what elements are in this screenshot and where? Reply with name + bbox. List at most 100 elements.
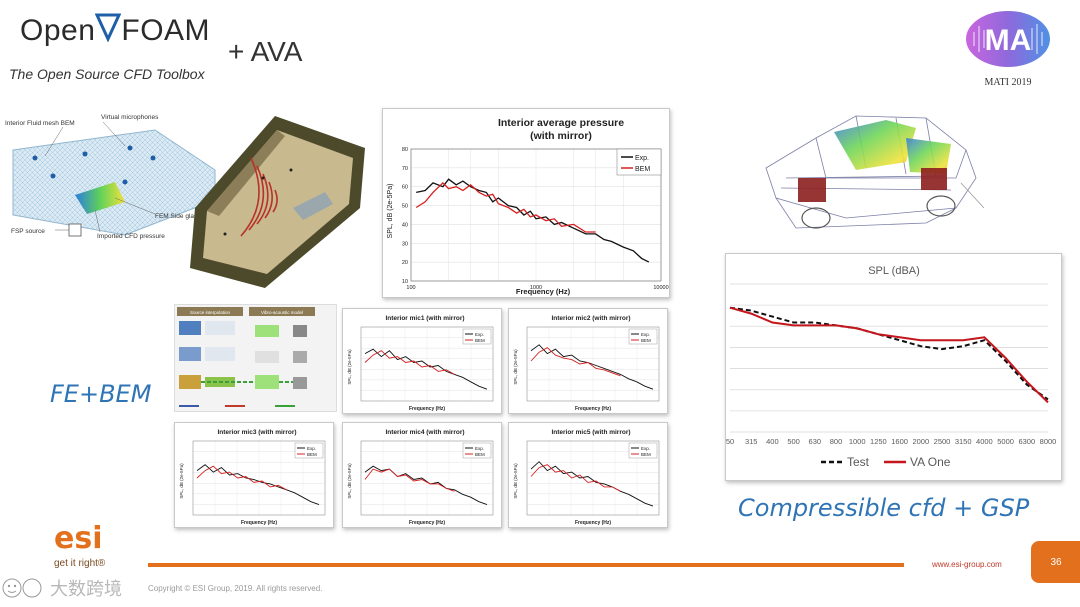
mic-legend-exp-label: Exp. xyxy=(475,332,484,337)
spl-series-vaone xyxy=(729,306,1049,404)
spl-xtick-label: 1600 xyxy=(891,437,908,446)
spl-xtick-label: 5000 xyxy=(997,437,1014,446)
spl-xtick-label: 4000 xyxy=(976,437,993,446)
nabla-icon xyxy=(95,13,122,43)
mic-series-exp xyxy=(364,465,488,506)
main-ytick-label: 40 xyxy=(402,222,408,228)
mic-plot-frame xyxy=(360,440,494,516)
main-series-exp xyxy=(416,178,650,263)
mic-chart-title: Interior mic1 (with mirror) xyxy=(385,315,464,322)
mesh-label-fluid: Interior Fluid mesh BEM xyxy=(5,120,75,127)
mic-chart-xlabel: Frequency (Hz) xyxy=(409,406,445,412)
mati-label: MATI 2019 xyxy=(984,77,1032,88)
main-series-bem xyxy=(415,181,596,233)
spl-xtick-label: 1000 xyxy=(849,437,866,446)
spl-dba-chart: SPL (dBA) 50 315 400 500 630 800 1000 1250 1600 2… xyxy=(725,253,1062,481)
mic-series-exp xyxy=(530,344,654,390)
mic-series-exp xyxy=(196,464,320,506)
mic-legend-exp-label: Exp. xyxy=(475,446,484,451)
spl-xtick-label: 3150 xyxy=(955,437,972,446)
mic-chart-xlabel: Frequency (Hz) xyxy=(575,520,611,526)
mic-chart-5: Interior mic5 (with mirror) SPL, dB (2e-5… xyxy=(508,422,668,528)
fe-bem-label: FE+BEM xyxy=(50,380,152,408)
main-chart-legend xyxy=(616,148,662,176)
main-chart-ylabel: SPL, dB (2e-5Pa) xyxy=(387,184,394,239)
mic-chart-2: Interior mic2 (with mirror) SPL, dB (2e-5… xyxy=(508,308,668,414)
main-chart-title-2: (with mirror) xyxy=(530,130,592,142)
legend-test-label: Test xyxy=(847,455,870,469)
mic-legend-bem-label: BEM xyxy=(475,452,485,457)
mic-chart-xlabel: Frequency (Hz) xyxy=(241,520,277,526)
mic-plot-frame xyxy=(192,440,326,516)
main-ytick-label: 70 xyxy=(402,166,408,172)
mesh-label-cfd: Imported CFD pressure xyxy=(97,233,165,240)
main-plot-frame xyxy=(410,148,662,282)
mati-logo: MA MATI 2019 xyxy=(962,8,1054,88)
main-ytick-label: 80 xyxy=(402,147,408,153)
spl-series-test xyxy=(729,306,1049,401)
logo-open-text: Open xyxy=(20,14,96,47)
esi-tagline: get it right® xyxy=(54,558,106,569)
mic-plot-frame xyxy=(360,326,494,402)
spl-xtick-label: 630 xyxy=(809,437,822,446)
spl-xtick-label: 1250 xyxy=(870,437,887,446)
mic-chart-ylabel: SPL, dB (2e-5Pa) xyxy=(347,463,352,499)
mic-plot-frame xyxy=(526,326,660,402)
bem-mesh-figure: Interior Fluid mesh BEM Virtual micropho… xyxy=(5,110,225,260)
main-ytick-label: 60 xyxy=(402,185,408,191)
openfoam-tagline: The Open Source CFD Toolbox xyxy=(9,66,205,82)
logo-foam-text: FOAM xyxy=(121,14,211,47)
mic-series-bem xyxy=(364,350,455,375)
mic-chart-3: Interior mic3 (with mirror) SPL, dB (2e-5… xyxy=(174,422,334,528)
mic-legend-exp-label: Exp. xyxy=(641,446,650,451)
watermark: 大数跨境 xyxy=(0,574,122,602)
mic-chart-1: Interior mic1 (with mirror) SPL, dB (2e-5… xyxy=(342,308,502,414)
mic-series-bem xyxy=(196,465,287,491)
spl-xtick-label: 50 xyxy=(726,437,734,446)
mic-series-exp xyxy=(530,461,654,507)
esi-logo-text: esi xyxy=(54,521,103,556)
mic-legend-bem-label: BEM xyxy=(641,452,651,457)
spl-xtick-label: 2500 xyxy=(934,437,951,446)
mic-series-exp xyxy=(364,348,488,390)
mic-legend-exp-label: Exp. xyxy=(641,332,650,337)
mic-plot-frame xyxy=(526,440,660,516)
mic-series-bem xyxy=(364,468,455,492)
openfoam-logo: Open FOAM xyxy=(20,12,220,52)
spl-chart-title: SPL (dBA) xyxy=(868,265,920,277)
mic-chart-title: Interior mic3 (with mirror) xyxy=(217,429,296,436)
watermark-face-icon xyxy=(2,578,42,598)
mic-legend-bem-label: BEM xyxy=(475,338,485,343)
workflow-box1-title: Source interpolation xyxy=(190,310,231,315)
mic-chart-title: Interior mic2 (with mirror) xyxy=(551,315,630,322)
page-number-badge: 36 xyxy=(1031,541,1080,583)
mic-legend-bem-label: BEM xyxy=(641,338,651,343)
main-ytick-label: 20 xyxy=(402,260,408,266)
mic-chart-ylabel: SPL, dB (2e-5Pa) xyxy=(513,463,518,499)
legend-exp-label: Exp. xyxy=(635,155,649,162)
mic-chart-xlabel: Frequency (Hz) xyxy=(575,406,611,412)
mic-series-bem xyxy=(530,347,621,377)
main-xtick-label: 100 xyxy=(406,285,415,291)
main-chart-xlabel: Frequency (Hz) xyxy=(516,287,571,296)
main-ytick-label: 10 xyxy=(402,279,408,285)
mesh-label-fsp: FSP source xyxy=(11,228,45,235)
mic-legend-bem-label: BEM xyxy=(307,452,317,457)
car-wireframe-model xyxy=(756,98,986,243)
acoustic-box-model xyxy=(185,108,370,293)
legend-bem-label: BEM xyxy=(635,166,650,173)
esi-logo: esi get it right® xyxy=(54,524,134,572)
spl-xtick-label: 400 xyxy=(766,437,779,446)
main-xtick-label: 1000 xyxy=(530,285,542,291)
main-xtick-label: 10000 xyxy=(653,285,668,291)
spl-xtick-label: 8000 xyxy=(1040,437,1057,446)
mic-chart-title: Interior mic5 (with mirror) xyxy=(551,429,630,436)
main-chart-title-1: Interior average pressure xyxy=(498,117,624,129)
copyright-text: Copyright © ESI Group, 2019. All rights … xyxy=(148,584,323,593)
watermark-text: 大数跨境 xyxy=(50,579,122,600)
spl-xtick-label: 800 xyxy=(830,437,843,446)
esi-url-link[interactable]: www.esi-group.com xyxy=(932,560,1002,569)
mic-chart-4: Interior mic4 (with mirror) SPL, dB (2e-5… xyxy=(342,422,502,528)
mic-chart-title: Interior mic4 (with mirror) xyxy=(385,429,464,436)
interior-average-pressure-chart: Interior average pressure (with mirror) … xyxy=(382,108,670,298)
